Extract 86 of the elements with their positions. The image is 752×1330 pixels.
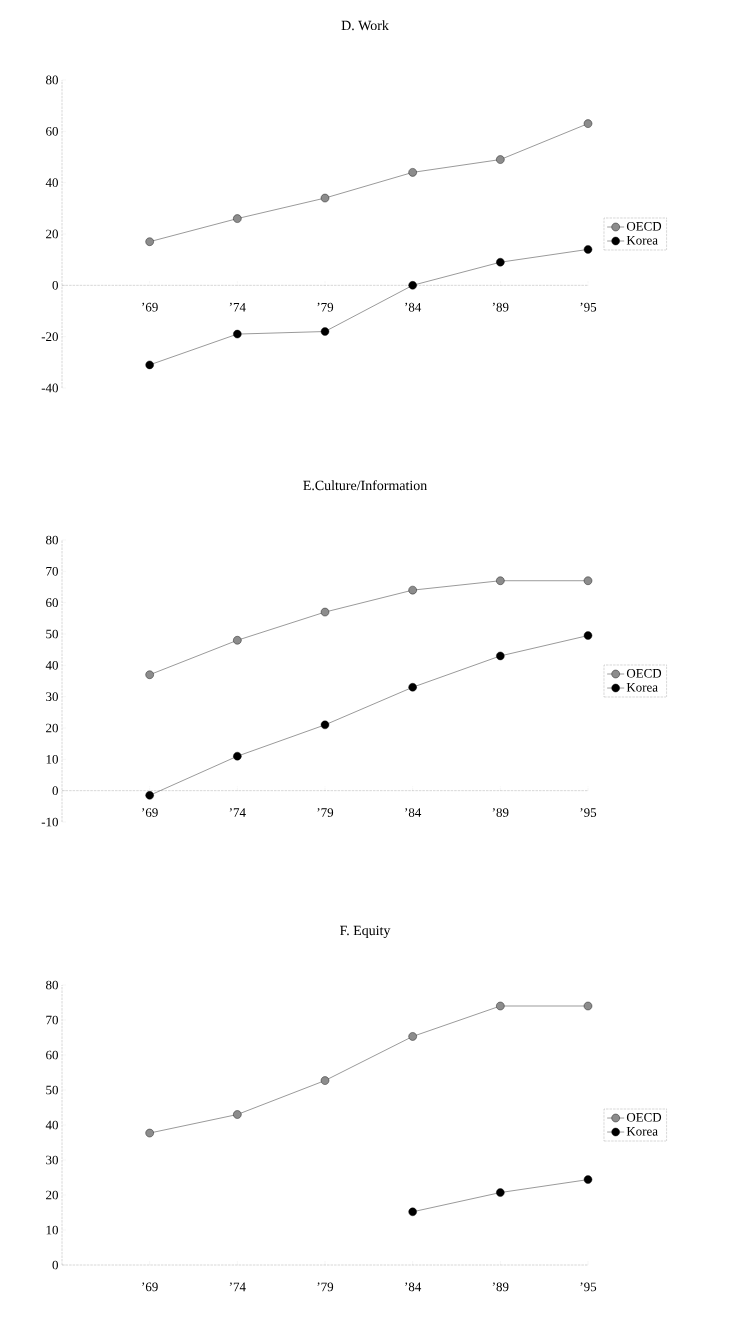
point	[408, 1207, 417, 1216]
legend-label: OECD	[626, 221, 662, 231]
y-tick-label: 80	[46, 535, 58, 545]
point	[233, 329, 242, 339]
x-tick-label: ’74	[229, 1282, 246, 1292]
y-tick-label: 60	[46, 1050, 58, 1060]
x-tick-label: ’74	[229, 302, 246, 312]
point	[145, 360, 154, 370]
y-tick-label: 50	[46, 1085, 58, 1095]
y-tick-label: 0	[52, 786, 58, 796]
y-tick-label: 50	[46, 629, 58, 639]
y-tick-label: 70	[46, 566, 58, 576]
point	[583, 631, 593, 640]
y-tick-label: 10	[46, 754, 58, 764]
y-tick-label: -20	[41, 332, 58, 342]
y-tick-label: 10	[46, 1225, 58, 1235]
x-tick-label: ’74	[229, 808, 246, 817]
point	[583, 119, 593, 128]
point	[320, 1076, 330, 1085]
y-tick-label: 40	[45, 178, 58, 188]
y-tick-label: 70	[46, 1015, 58, 1025]
legend-label: Korea	[626, 1127, 658, 1136]
point	[233, 214, 242, 223]
point	[496, 576, 505, 585]
x-tick-label: ’84	[405, 302, 422, 312]
point	[233, 752, 242, 761]
y-tick-label: 60	[46, 126, 58, 136]
x-tick-label: ’89	[492, 808, 509, 817]
point	[496, 155, 505, 164]
x-tick-label: ’95	[580, 302, 597, 312]
x-tick-label: ’95	[580, 808, 597, 817]
point	[408, 168, 417, 177]
y-tick-label: 80	[46, 75, 58, 85]
y-tick-label: 20	[46, 1190, 58, 1200]
legend-label: OECD	[626, 668, 662, 678]
y-tick-label: -10	[41, 817, 58, 827]
y-tick-label: 30	[46, 1155, 58, 1165]
x-tick-label: ’79	[317, 1282, 334, 1292]
point	[408, 281, 417, 290]
point	[496, 1001, 505, 1011]
point	[408, 585, 417, 595]
point	[496, 1188, 505, 1197]
x-tick-label: ’79	[317, 808, 334, 817]
point	[496, 651, 505, 661]
y-tick-label: 40	[45, 660, 58, 670]
chart-title: F. Equity	[340, 925, 391, 939]
x-tick-label: ’69	[142, 1282, 158, 1292]
point	[583, 576, 593, 585]
point	[233, 636, 242, 645]
y-tick-label: 0	[52, 1260, 58, 1270]
point	[233, 1110, 242, 1119]
point	[145, 1128, 154, 1138]
point	[496, 258, 505, 267]
point	[583, 1001, 593, 1011]
y-tick-label: 40	[45, 1120, 58, 1130]
y-tick-label: 30	[46, 692, 58, 702]
point	[320, 193, 330, 203]
legend-label: Korea	[626, 236, 658, 245]
y-tick-label: -40	[41, 383, 58, 393]
point	[145, 791, 154, 800]
y-tick-label: 20	[46, 229, 58, 239]
x-tick-label: ’89	[492, 302, 509, 312]
chart-title: E.Culture/Information	[303, 480, 427, 491]
point	[145, 237, 154, 246]
x-tick-label: ’79	[317, 302, 334, 312]
point	[583, 245, 593, 254]
y-tick-label: 0	[52, 280, 58, 290]
x-tick-label: ’69	[142, 808, 158, 817]
x-tick-label: ’84	[405, 1282, 422, 1292]
x-tick-label: ’69	[142, 302, 158, 312]
legend-label: OECD	[626, 1112, 662, 1122]
y-tick-label: 20	[46, 723, 58, 733]
x-tick-label: ’84	[405, 808, 422, 817]
point	[408, 683, 417, 692]
point	[320, 327, 330, 336]
x-tick-label: ’95	[580, 1282, 597, 1292]
point	[320, 607, 330, 617]
legend-label: Korea	[626, 683, 658, 692]
point	[320, 720, 330, 730]
y-tick-label: 60	[46, 598, 58, 608]
y-tick-label: 80	[46, 980, 58, 990]
x-tick-label: ’89	[492, 1282, 509, 1292]
chart-title: D. Work	[341, 20, 389, 31]
point	[408, 1032, 417, 1041]
point	[145, 670, 154, 679]
point	[583, 1175, 593, 1184]
